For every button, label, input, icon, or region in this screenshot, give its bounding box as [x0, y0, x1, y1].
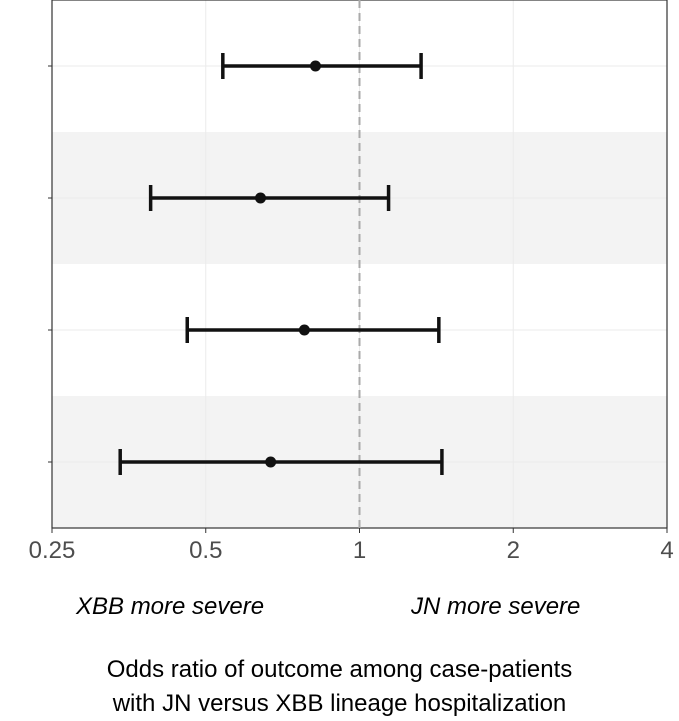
forest-plot: 0.25 0.5 1 2 4 [29, 0, 674, 560]
point-estimate [255, 192, 267, 204]
x-tick-label: 4 [660, 537, 673, 560]
x-tick-label: 0.5 [189, 537, 222, 560]
y-axis-ticks [48, 65, 52, 463]
estimate-row [118, 449, 444, 475]
point-estimate [298, 324, 310, 336]
point-estimate [265, 456, 277, 468]
estimate-row [185, 317, 441, 343]
point-estimate [309, 60, 321, 72]
x-tick-label: 0.25 [29, 537, 76, 560]
x-tick-label: 2 [507, 537, 520, 560]
right-annotation: JN more severe [411, 593, 581, 620]
estimate-row [148, 185, 391, 211]
estimate-rows [118, 53, 444, 475]
x-axis-label-line-1: Odds ratio of outcome among case-patient… [106, 656, 573, 683]
x-axis-ticks: 0.25 0.5 1 2 4 [29, 528, 674, 560]
estimate-row [221, 53, 423, 79]
left-annotation: XBB more severe [76, 593, 265, 620]
x-axis-label-line-2: with JN versus XBB lineage hospitalizati… [112, 690, 567, 717]
x-tick-label: 1 [353, 537, 366, 560]
